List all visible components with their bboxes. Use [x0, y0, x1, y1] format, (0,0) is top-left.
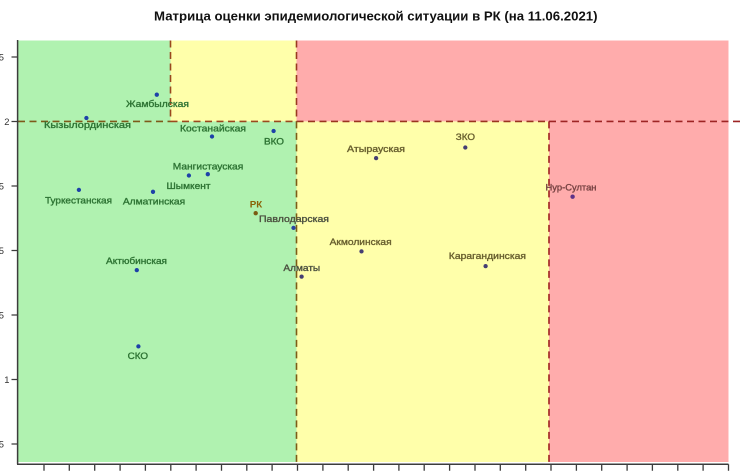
svg-text:ВКО: ВКО: [264, 135, 284, 146]
svg-text:0,75: 0,75: [0, 438, 4, 449]
svg-text:Нур-Султан: Нур-Султан: [546, 181, 597, 192]
svg-text:Шымкент: Шымкент: [167, 180, 212, 191]
svg-text:1,5: 1,5: [0, 245, 4, 256]
svg-text:Акмолинская: Акмолинская: [330, 236, 392, 247]
svg-text:ЗКО: ЗКО: [456, 131, 475, 142]
svg-text:РК: РК: [250, 200, 263, 211]
svg-text:Костанайская: Костанайская: [180, 122, 246, 133]
svg-text:Мангистауская: Мангистауская: [173, 161, 244, 172]
svg-text:Алматы: Алматы: [283, 262, 320, 273]
svg-text:СКО: СКО: [128, 350, 148, 361]
svg-text:Кызылординская: Кызылординская: [44, 119, 131, 130]
svg-text:Атырауская: Атырауская: [347, 143, 405, 154]
svg-text:Алматинская: Алматинская: [123, 196, 185, 207]
svg-text:Актюбинская: Актюбинская: [106, 255, 167, 266]
svg-text:Жамбылская: Жамбылская: [126, 98, 189, 109]
svg-text:1,25: 1,25: [0, 309, 4, 320]
svg-text:2: 2: [4, 116, 9, 127]
svg-text:Карагандинская: Карагандинская: [449, 250, 526, 261]
svg-text:Павлодарская: Павлодарская: [259, 213, 329, 224]
svg-text:1,75: 1,75: [0, 180, 4, 191]
svg-text:Туркестанская: Туркестанская: [45, 194, 112, 205]
svg-text:1: 1: [4, 374, 9, 385]
svg-text:2,25: 2,25: [0, 51, 4, 62]
svg-text:Матрица оценки эпидемиологичес: Матрица оценки эпидемиологической ситуац…: [154, 9, 598, 24]
